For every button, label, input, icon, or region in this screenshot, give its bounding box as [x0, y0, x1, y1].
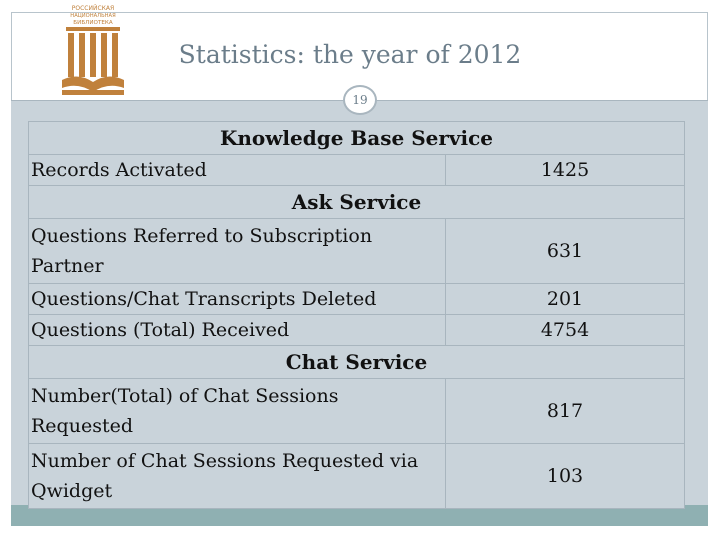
section-heading: Knowledge Base Service: [28, 121, 685, 155]
section-header-row: Chat Service: [28, 345, 685, 379]
row-label: Questions Referred to Subscription Partn…: [28, 218, 446, 284]
row-value: 817: [445, 378, 685, 444]
statistics-table: Knowledge Base Service Records Activated…: [28, 121, 685, 509]
section-heading: Ask Service: [28, 185, 685, 219]
table-row: Records Activated 1425: [28, 154, 685, 186]
library-logo-icon: РОССИЙСКАЯ НАЦИОНАЛЬНАЯ БИБЛИОТЕКА: [62, 5, 124, 95]
table-row: Number of Chat Sessions Requested via Qw…: [28, 443, 685, 509]
row-label: Records Activated: [28, 154, 446, 186]
logo-text-line-1: РОССИЙСКАЯ: [72, 5, 114, 12]
section-header-row: Ask Service: [28, 185, 685, 219]
page-number: 19: [352, 93, 368, 107]
section-heading: Chat Service: [28, 345, 685, 379]
logo-text-line-3: БИБЛИОТЕКА: [73, 20, 113, 26]
table-row: Questions (Total) Received 4754: [28, 314, 685, 346]
slide-title: Statistics: the year of 2012: [178, 40, 522, 69]
row-value: 4754: [445, 314, 685, 346]
row-label: Questions (Total) Received: [28, 314, 446, 346]
page-number-badge: 19: [343, 85, 377, 115]
row-label: Questions/Chat Transcripts Deleted: [28, 283, 446, 315]
table-row: Number(Total) of Chat Sessions Requested…: [28, 378, 685, 444]
row-value: 1425: [445, 154, 685, 186]
table-row: Questions/Chat Transcripts Deleted 201: [28, 283, 685, 315]
row-label: Number(Total) of Chat Sessions Requested: [28, 378, 446, 444]
row-value: 631: [445, 218, 685, 284]
row-label: Number of Chat Sessions Requested via Qw…: [28, 443, 446, 509]
row-value: 103: [445, 443, 685, 509]
table-row: Questions Referred to Subscription Partn…: [28, 218, 685, 284]
footer-strip: [11, 505, 708, 526]
logo-text-line-2: НАЦИОНАЛЬНАЯ: [70, 13, 116, 19]
section-header-row: Knowledge Base Service: [28, 121, 685, 155]
row-value: 201: [445, 283, 685, 315]
